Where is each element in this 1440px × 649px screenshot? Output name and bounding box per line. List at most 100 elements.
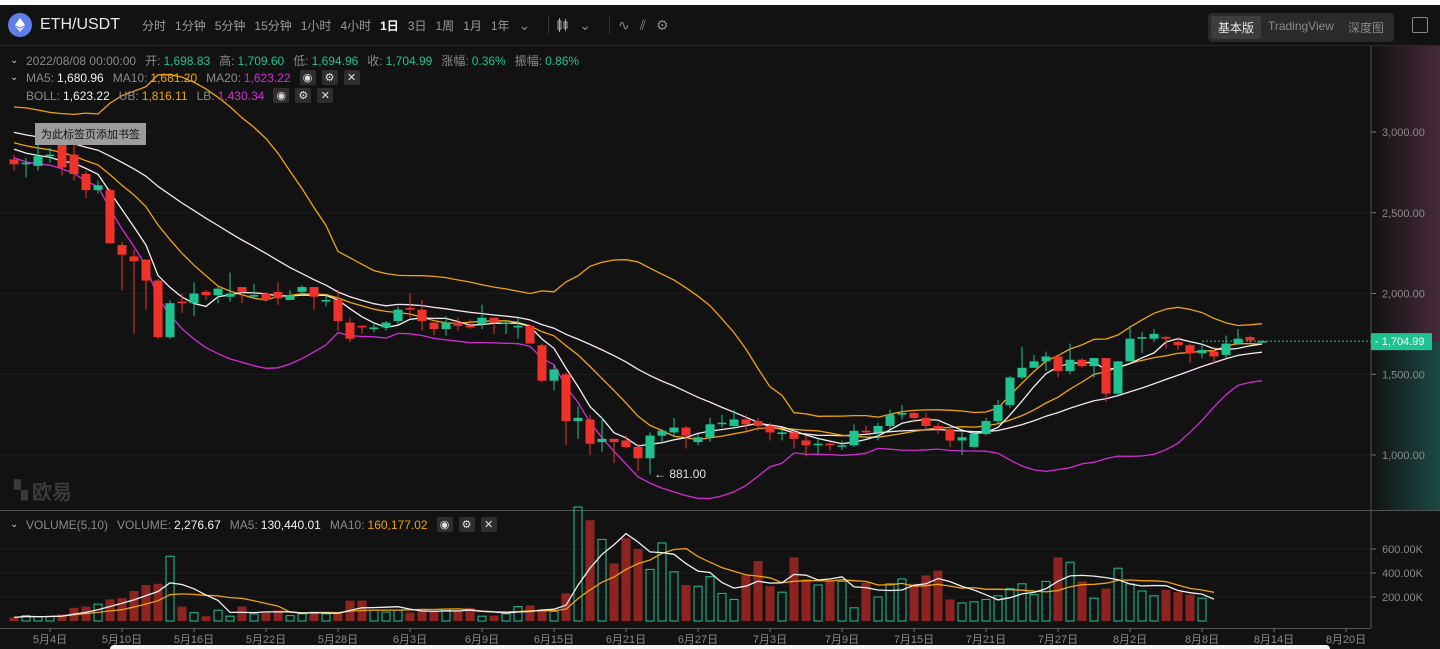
candle [1113,361,1123,394]
candle [165,303,175,338]
candle [417,309,427,321]
candle [1185,345,1195,354]
candle [1197,350,1207,354]
candle [873,425,883,433]
tab-basic[interactable]: 基本版 [1210,16,1261,39]
interval-3[interactable]: 15分钟 [254,18,292,33]
candle [369,327,379,330]
candle [645,435,655,459]
candle [861,430,871,433]
svg-text:6月27日: 6月27日 [678,634,718,646]
open-label: 开: [145,54,161,68]
interval-4[interactable]: 1小时 [300,18,332,33]
interval-10[interactable]: 1年 [490,18,510,33]
boll-legend: BOLL: 1,623.22 UB: 1,816.11 LB: 1,430.34 ◉ … [26,88,339,103]
interval-1[interactable]: 1分钟 [175,18,206,33]
interval-2[interactable]: 5分钟 [214,18,246,33]
candle [621,440,631,447]
low-value: 1,694.96 [311,53,359,68]
candlestick-type-icon[interactable] [557,18,569,32]
candle [609,438,619,443]
divider [609,16,611,34]
watermark-text: 欧易 [31,482,72,504]
ub-value: 1,816.11 [141,88,188,103]
settings-icon[interactable]: ⚙ [656,16,669,33]
candle [345,322,355,339]
fullscreen-icon[interactable] [1412,17,1428,33]
svg-text:6月21日: 6月21日 [606,634,646,646]
svg-text:8月8日: 8月8日 [1185,634,1219,646]
candle [213,288,223,296]
candle [669,427,679,433]
low-label: 低: [293,54,309,68]
candle [237,287,247,292]
tab-depth[interactable]: 深度图 [1347,21,1384,35]
candle [465,325,475,328]
datetime: 2022/08/08 00:00:00 [26,53,137,68]
candle [753,421,763,426]
svg-text:- 1,704.99: - 1,704.99 [1375,336,1425,348]
interval-8[interactable]: 1周 [435,18,455,33]
svg-text:600.00K: 600.00K [1382,544,1424,556]
candle [9,159,19,165]
trading-pair-title[interactable]: ETH/USDT [40,16,120,33]
candle [1053,356,1063,372]
svg-text:7月9日: 7月9日 [825,634,859,646]
close-icon[interactable]: ✕ [480,517,497,532]
interval-0[interactable]: 分时 [142,18,167,33]
svg-text:5月10日: 5月10日 [102,634,142,646]
candle [489,317,499,323]
candle [993,404,1003,422]
chevron-down-icon[interactable]: ⌄ [10,55,19,66]
candle [561,374,571,422]
interval-6[interactable]: 1日 [380,18,399,33]
candle [1077,359,1087,367]
candle [513,325,523,328]
candle [69,154,79,174]
candle [177,301,187,304]
svg-text:6月9日: 6月9日 [465,634,499,646]
svg-text:7月27日: 7月27日 [1038,634,1078,646]
candle [1005,377,1015,405]
interval-5[interactable]: 4小时 [340,18,372,33]
gear-icon[interactable]: ⚙ [458,517,475,532]
svg-text:5月16日: 5月16日 [174,634,214,646]
gear-icon[interactable]: ⚙ [321,70,338,85]
eye-icon[interactable]: ◉ [299,70,316,85]
candle [105,190,115,244]
close-icon[interactable]: ✕ [343,70,360,85]
candle [1017,367,1027,378]
candle [813,443,823,446]
volume-value: 2,276.67 [174,517,221,532]
ma10-value: 1,681.20 [150,70,198,85]
candle [153,280,163,338]
chevron-down-icon[interactable]: ⌄ [10,519,19,530]
draw-tool-icon[interactable]: ⫽ [639,16,647,33]
interval-7[interactable]: 3日 [407,18,427,33]
boll-label: BOLL: [26,88,61,103]
amplitude-label: 振幅: [514,54,543,68]
bookmark-tooltip: 为此标签页添加书签 [35,123,146,145]
chevron-down-icon[interactable]: ⌄ [579,16,592,33]
eye-icon[interactable]: ◉ [436,517,453,532]
high-label: 高: [219,54,235,68]
chevron-down-icon[interactable]: ⌄ [10,72,19,83]
candle [1245,337,1255,341]
indicator-icon[interactable]: ∿ [618,16,630,33]
interval-9[interactable]: 1月 [463,18,482,33]
gear-icon[interactable]: ⚙ [295,88,312,103]
okx-watermark: ▚ 欧易 [14,476,72,505]
candle [189,293,199,304]
svg-text:8月14日: 8月14日 [1254,634,1294,646]
svg-text:6月3日: 6月3日 [393,634,427,646]
close-icon[interactable]: ✕ [317,88,334,103]
eye-icon[interactable]: ◉ [273,88,290,103]
candle [765,425,775,433]
candle [789,432,799,439]
candle [45,154,55,157]
candle [309,287,319,297]
chevron-down-icon[interactable]: ⌄ [518,16,531,33]
candle [1257,341,1267,343]
tab-tradingview[interactable]: TradingView [1267,19,1334,33]
